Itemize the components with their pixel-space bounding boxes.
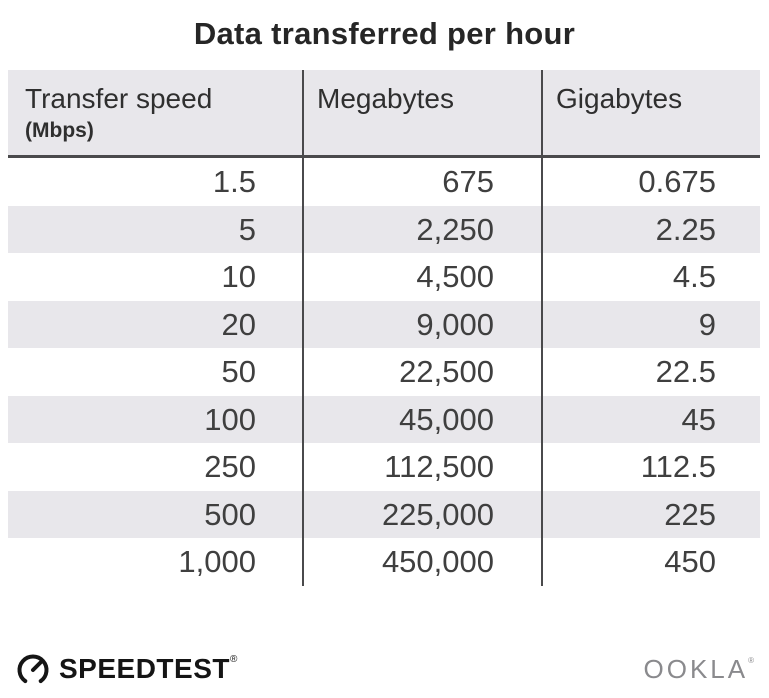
cell-transfer-speed: 1,000 <box>178 544 256 579</box>
column-header-label: Transfer speed <box>25 83 213 114</box>
cell-gigabytes: 9 <box>541 300 760 348</box>
cell-gigabytes: 225 <box>541 490 760 538</box>
cell-megabytes: 22,500 <box>302 348 541 396</box>
table-row: 500 225,000 225 <box>8 490 760 538</box>
table-row: 250 112,500 112.5 <box>8 443 760 491</box>
column-header-label: Megabytes <box>317 83 454 114</box>
table-row: 5 2,250 2.25 <box>8 205 760 253</box>
cell-transfer-speed: 500 <box>204 496 256 532</box>
cell-megabytes: 45,000 <box>302 395 541 443</box>
table-row: 100 45,000 45 <box>8 395 760 443</box>
registered-trademark-mark: ® <box>229 654 238 665</box>
cell-transfer-speed: 100 <box>204 401 256 437</box>
cell-gigabytes: 112.5 <box>541 443 760 491</box>
ookla-wordmark: OOKLA <box>643 653 749 684</box>
table-row: 20 9,000 9 <box>8 300 760 348</box>
cell-transfer-speed: 250 <box>204 449 256 484</box>
cell-gigabytes: 4.5 <box>541 253 760 301</box>
table-body: 1.5 675 0.675 5 2,250 2.25 10 4,500 4.5 20 9,000 9 5… <box>8 158 760 586</box>
column-header-label: Gigabytes <box>556 83 683 114</box>
cell-megabytes: 112,500 <box>302 443 541 491</box>
column-header-gigabytes: Gigabytes <box>541 70 760 155</box>
cell-transfer-speed: 1.5 <box>212 164 256 199</box>
column-header-transfer-speed: Transfer speed (Mbps) <box>8 70 302 155</box>
column-header-megabytes: Megabytes <box>302 70 541 155</box>
gauge-icon <box>14 650 59 688</box>
footer: SPEEDTEST ® OOKLA ® <box>14 650 754 688</box>
cell-megabytes: 675 <box>302 158 541 206</box>
cell-transfer-speed: 50 <box>221 354 256 389</box>
cell-transfer-speed: 10 <box>221 259 256 294</box>
cell-megabytes: 4,500 <box>302 253 541 301</box>
page-title: Data transferred per hour <box>193 16 576 51</box>
table-row: 1.5 675 0.675 <box>8 158 760 206</box>
cell-transfer-speed: 5 <box>238 211 256 247</box>
speedtest-logo: SPEEDTEST ® <box>14 650 237 688</box>
speedtest-wordmark: SPEEDTEST <box>59 653 230 684</box>
column-header-unit: (Mbps) <box>25 119 94 142</box>
table-row: 50 22,500 22.5 <box>8 348 760 396</box>
cell-megabytes: 450,000 <box>302 538 541 586</box>
ookla-logo: OOKLA ® <box>644 654 755 685</box>
table-row: 1,000 450,000 450 <box>8 538 760 586</box>
cell-gigabytes: 45 <box>541 395 760 443</box>
cell-megabytes: 2,250 <box>302 205 541 253</box>
cell-megabytes: 225,000 <box>302 490 541 538</box>
registered-trademark-mark: ® <box>748 655 754 665</box>
cell-gigabytes: 450 <box>541 538 760 586</box>
table-header-row: Transfer speed (Mbps) Megabytes Gigabyte… <box>8 70 760 158</box>
cell-gigabytes: 0.675 <box>541 158 760 206</box>
cell-transfer-speed: 20 <box>221 306 256 342</box>
cell-gigabytes: 2.25 <box>541 205 760 253</box>
cell-gigabytes: 22.5 <box>541 348 760 396</box>
cell-megabytes: 9,000 <box>302 300 541 348</box>
table-row: 10 4,500 4.5 <box>8 253 760 301</box>
data-table: Transfer speed (Mbps) Megabytes Gigabyte… <box>8 70 760 586</box>
